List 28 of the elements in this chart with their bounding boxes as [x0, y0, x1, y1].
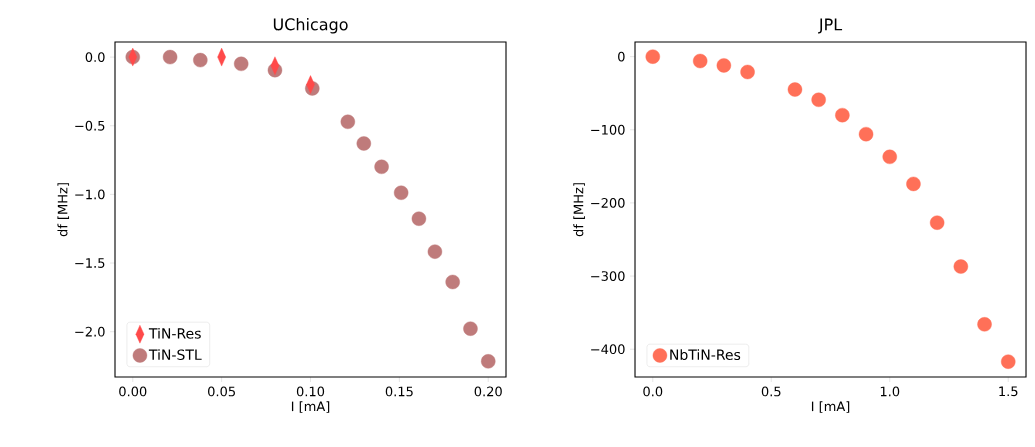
y-tick-label: 0 [618, 51, 625, 62]
y-tick-label: −400 [591, 344, 625, 355]
y-tick-label: 0.0 [85, 52, 105, 63]
y-axis-title: df [MHz] [57, 183, 70, 237]
x-axis-title: I [mA] [291, 401, 330, 413]
y-tick-label: −0.5 [75, 120, 105, 131]
y-tick-label: −2.0 [75, 326, 105, 337]
legend-label: TiN-STL [148, 349, 202, 361]
y-tick-label: −300 [591, 271, 625, 281]
x-tick-label: 0.10 [296, 386, 325, 397]
y-tick-label: −200 [591, 197, 625, 208]
x-axis-title: I [mA] [811, 401, 850, 413]
x-tick-label: 0.20 [474, 386, 502, 397]
y-tick-label: −1.5 [75, 258, 105, 268]
x-tick-label: 1.5 [999, 386, 1018, 397]
x-tick-label: 0.00 [119, 386, 147, 397]
x-tick-label: 0.5 [761, 386, 781, 397]
x-tick-label: 1.0 [880, 386, 900, 397]
legend-label: NbTiN-Res [670, 349, 741, 361]
x-tick-label: 0.05 [208, 386, 235, 397]
y-tick-label: −1.0 [75, 189, 105, 200]
chart-title: UChicago [273, 18, 348, 34]
x-tick-label: 0.0 [643, 386, 663, 397]
legend-label: TiN-Res [148, 327, 201, 339]
chart-title: JPL [818, 18, 843, 34]
y-tick-label: −100 [591, 124, 625, 135]
y-axis-title: df [MHz] [573, 183, 585, 237]
x-tick-label: 0.15 [385, 386, 413, 397]
